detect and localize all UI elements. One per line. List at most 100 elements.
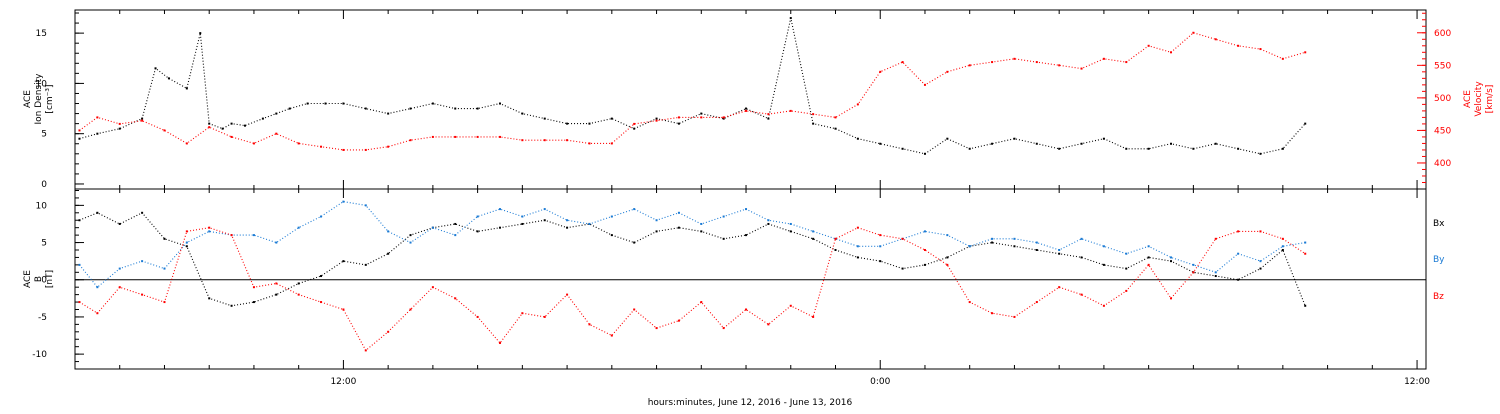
data-point bbox=[387, 252, 390, 255]
data-point bbox=[588, 122, 591, 125]
data-point bbox=[342, 102, 345, 105]
data-point bbox=[700, 116, 703, 119]
data-point bbox=[1058, 252, 1061, 255]
data-point bbox=[387, 230, 390, 233]
data-point bbox=[454, 234, 457, 237]
y-tick-label: 10 bbox=[36, 201, 48, 211]
b-ylabel-line2: B bbox=[34, 276, 44, 282]
data-point bbox=[588, 142, 591, 145]
data-point bbox=[320, 275, 323, 278]
data-point bbox=[96, 116, 99, 119]
data-point bbox=[1125, 147, 1128, 150]
data-point bbox=[498, 341, 501, 344]
data-point bbox=[364, 263, 367, 266]
data-point bbox=[342, 308, 345, 311]
data-point bbox=[968, 147, 971, 150]
data-point bbox=[154, 67, 157, 70]
legend-by: By bbox=[1433, 255, 1445, 265]
data-point bbox=[1304, 241, 1307, 244]
data-point bbox=[1035, 301, 1038, 304]
data-point bbox=[252, 234, 255, 237]
data-point bbox=[789, 222, 792, 225]
data-point bbox=[297, 293, 300, 296]
panel-b-frame bbox=[74, 188, 1427, 370]
data-point bbox=[208, 230, 211, 233]
data-point bbox=[1058, 248, 1061, 251]
x-tick-label: 12:00 bbox=[1404, 377, 1430, 387]
data-point bbox=[812, 122, 815, 125]
data-point bbox=[566, 293, 569, 296]
data-point bbox=[812, 230, 815, 233]
data-point bbox=[324, 102, 327, 105]
data-point bbox=[1214, 271, 1217, 274]
data-point bbox=[78, 301, 81, 304]
data-point bbox=[812, 113, 815, 116]
data-point bbox=[566, 226, 569, 229]
data-point bbox=[610, 234, 613, 237]
data-point bbox=[275, 132, 278, 135]
data-point bbox=[1102, 245, 1105, 248]
data-point bbox=[476, 135, 479, 138]
data-point bbox=[1013, 237, 1016, 240]
data-point bbox=[1125, 61, 1128, 64]
data-point bbox=[409, 139, 412, 142]
data-point bbox=[163, 237, 166, 240]
data-point bbox=[543, 208, 546, 211]
data-point bbox=[677, 319, 680, 322]
data-point bbox=[789, 304, 792, 307]
data-point bbox=[208, 126, 211, 129]
data-point bbox=[1281, 57, 1284, 60]
data-point bbox=[856, 245, 859, 248]
data-point bbox=[454, 135, 457, 138]
y-tick-label: 550 bbox=[1434, 61, 1451, 71]
data-point bbox=[1013, 315, 1016, 318]
data-point bbox=[1080, 256, 1083, 259]
data-point bbox=[1237, 278, 1240, 281]
data-point bbox=[476, 215, 479, 218]
data-point bbox=[409, 308, 412, 311]
y-tick-label: 10 bbox=[36, 79, 48, 89]
data-point bbox=[208, 122, 211, 125]
data-point bbox=[767, 323, 770, 326]
data-point bbox=[946, 137, 949, 140]
data-point bbox=[118, 267, 121, 270]
data-point bbox=[454, 107, 457, 110]
data-point bbox=[610, 334, 613, 337]
data-point bbox=[767, 219, 770, 222]
data-point bbox=[543, 139, 546, 142]
velocity-ylabel-line3: [km/s] bbox=[1485, 85, 1495, 114]
data-point bbox=[288, 107, 291, 110]
series-trace bbox=[79, 201, 1306, 288]
data-point bbox=[1281, 147, 1284, 150]
data-point bbox=[230, 304, 233, 307]
data-point bbox=[261, 117, 264, 120]
data-point bbox=[879, 142, 882, 145]
data-point bbox=[275, 282, 278, 285]
data-point bbox=[118, 286, 121, 289]
y-tick-label: 500 bbox=[1434, 94, 1451, 104]
data-point bbox=[409, 107, 412, 110]
data-point bbox=[199, 32, 202, 35]
data-point bbox=[521, 139, 524, 142]
data-point bbox=[342, 148, 345, 151]
data-point bbox=[543, 315, 546, 318]
data-point bbox=[655, 327, 658, 330]
data-point bbox=[991, 237, 994, 240]
data-point bbox=[306, 102, 309, 105]
data-point bbox=[476, 315, 479, 318]
data-point bbox=[342, 260, 345, 263]
data-point bbox=[991, 142, 994, 145]
data-point bbox=[700, 230, 703, 233]
data-point bbox=[1192, 31, 1195, 34]
data-point bbox=[409, 241, 412, 244]
data-point bbox=[991, 312, 994, 315]
data-point bbox=[633, 308, 636, 311]
data-point bbox=[968, 301, 971, 304]
data-point bbox=[1147, 245, 1150, 248]
data-point bbox=[252, 286, 255, 289]
data-point bbox=[633, 208, 636, 211]
data-point bbox=[454, 222, 457, 225]
data-point bbox=[185, 241, 188, 244]
data-point bbox=[566, 122, 569, 125]
